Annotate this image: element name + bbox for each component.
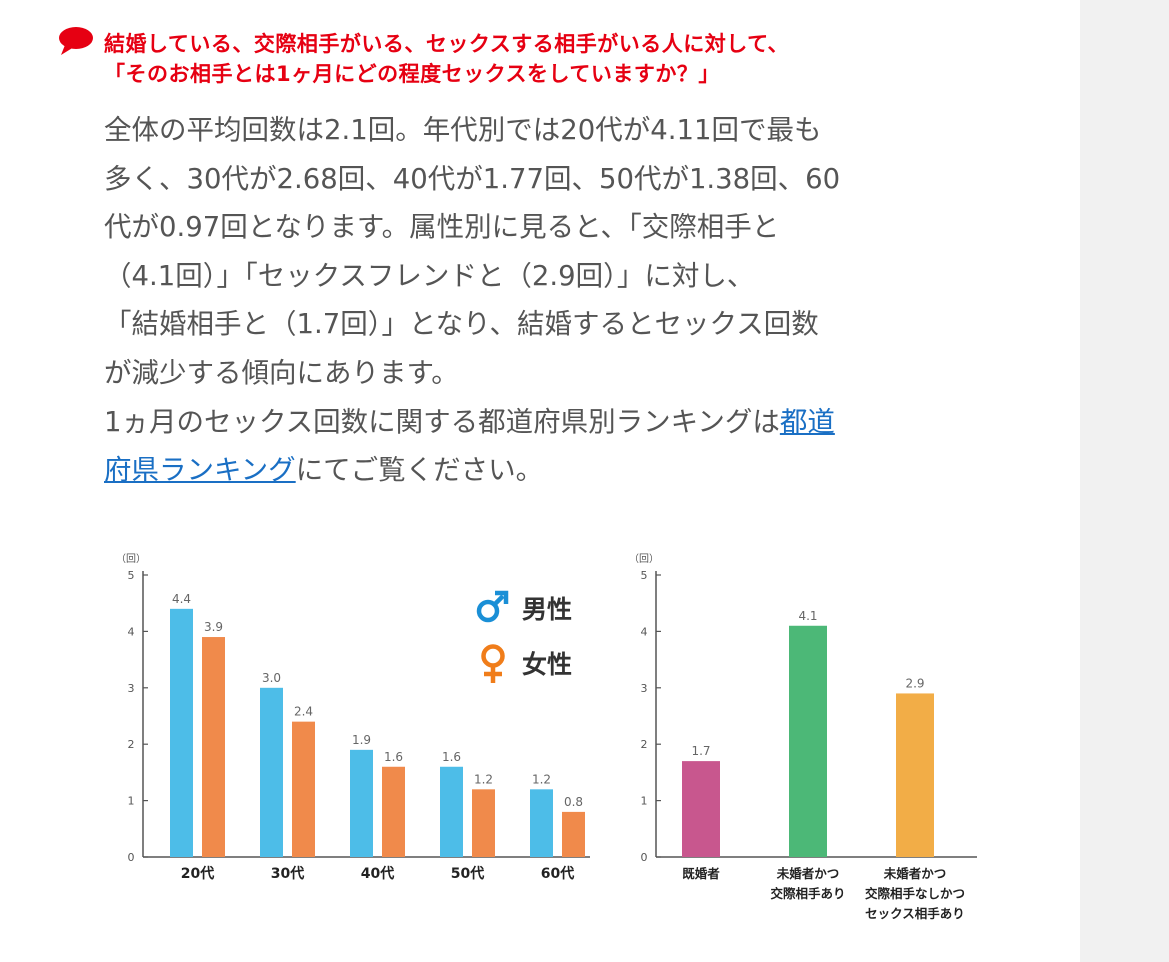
x-tick-label: 既婚者 — [682, 866, 720, 881]
charts-area: 0 1 2 3 4 5 （回） 4.4 3.9 20代 3.0 2.4 30代 1.9 1.6 40代 1.6 1… — [116, 553, 977, 921]
male-symbol-circle — [476, 599, 500, 623]
legend-label-female: 女性 — [522, 650, 572, 679]
heading-line-1: 結婚している、交際相手がいる、セックスする相手がいる人に対して、 — [104, 32, 790, 56]
y-tick-label: 3 — [128, 682, 135, 695]
bar-男性-50代 — [440, 766, 463, 857]
x-tick-label: 交際相手あり — [770, 886, 845, 901]
bar-value-label: 3.0 — [262, 671, 281, 685]
text-line: 代が0.97回となります。属性別に見ると、「交際相手と — [104, 211, 780, 244]
y-tick-label: 3 — [641, 682, 648, 695]
y-tick-label: 1 — [128, 795, 135, 808]
bar-女性-60代 — [562, 811, 585, 857]
text-line: 1ヵ月のセックス回数に関する都道府県別ランキングは — [104, 405, 780, 438]
text-line: 全体の平均回数は2.1回。年代別では20代が4.11回で最も — [104, 114, 822, 146]
bar-既婚者 — [682, 761, 720, 857]
bar-value-label: 4.4 — [172, 592, 191, 606]
bar-女性-50代 — [472, 789, 495, 857]
heading-line-2: 「そのお相手とは1ヶ月にどの程度セックスをしていますか？」 — [104, 62, 720, 86]
bar-value-label: 3.9 — [204, 620, 223, 634]
x-tick-label-30代: 30代 — [271, 865, 304, 882]
bar-男性-20代 — [170, 608, 193, 857]
x-tick-label-40代: 40代 — [361, 865, 394, 882]
bar-女性-40代 — [382, 766, 405, 857]
article-body: 全体の平均回数は2.1回。年代別では20代が4.11回で最も 多く、30代が2.… — [104, 106, 1004, 495]
bar-女性-20代 — [202, 637, 225, 857]
y-tick-label: 4 — [128, 625, 135, 638]
link-text-part-1[interactable]: 都道 — [779, 405, 835, 438]
x-tick-label-50代: 50代 — [451, 865, 484, 882]
x-tick-label-60代: 60代 — [541, 865, 574, 882]
y-tick-label: 4 — [641, 625, 648, 638]
y-unit-label: （回） — [629, 553, 659, 565]
bar-value-label: 1.2 — [474, 772, 493, 786]
legend-label-male: 男性 — [522, 595, 572, 624]
bar-女性-30代 — [292, 721, 315, 857]
bar-未婚者かつ交際相手あり — [789, 625, 827, 857]
link-text-part-2[interactable]: 府県ランキング — [104, 454, 296, 487]
text-line: （4.1回）」「セックスフレンドと（2.9回）」に対し、 — [104, 259, 755, 292]
speech-bubble-icon — [59, 27, 93, 55]
y-tick-label: 5 — [641, 569, 648, 582]
female-symbol-circle — [481, 644, 505, 668]
age-group-bar-chart: 0 1 2 3 4 5 （回） 4.4 3.9 20代 3.0 2.4 30代 1.9 1.6 40代 1.6 1… — [116, 553, 590, 882]
text-line: が減少する傾向にあります。 — [104, 356, 459, 389]
text-line: 多く、30代が2.68回、40代が1.77回、50代が1.38回、60 — [104, 162, 841, 195]
bar-value-label: 1.7 — [691, 744, 710, 758]
x-tick-label: 交際相手なしかつ — [865, 886, 965, 901]
y-tick-label: 0 — [641, 851, 648, 864]
text-line: にてご覧ください。 — [295, 454, 544, 487]
bar-男性-40代 — [350, 749, 373, 857]
male-symbol-arrow-head — [495, 590, 509, 604]
male-symbol-arrow-shaft — [492, 594, 505, 607]
paragraph-1: 全体の平均回数は2.1回。年代別では20代が4.11回で最も 多く、30代が2.… — [104, 106, 1004, 398]
female-symbol-icon — [481, 644, 505, 683]
bar-value-label: 2.4 — [294, 705, 313, 719]
y-tick-label: 0 — [128, 851, 135, 864]
bar-value-label: 2.9 — [905, 676, 924, 690]
x-tick-label: 未婚者かつ — [883, 866, 947, 881]
paragraph-2: 1ヵ月のセックス回数に関する都道府県別ランキングは都道府県ランキングにてご覧くだ… — [104, 398, 1004, 495]
bar-value-label: 1.9 — [352, 733, 371, 747]
y-tick-label: 5 — [128, 569, 135, 582]
bar-value-label: 0.8 — [564, 795, 583, 809]
bar-value-label: 1.6 — [442, 750, 461, 764]
x-tick-label-20代: 20代 — [181, 865, 214, 882]
y-tick-label: 1 — [641, 795, 648, 808]
y-unit-label: （回） — [116, 553, 146, 565]
x-tick-label: 未婚者かつ — [776, 866, 840, 881]
bar-男性-30代 — [260, 687, 283, 857]
bar-value-label: 1.6 — [384, 750, 403, 764]
prefecture-ranking-link[interactable]: 都道府県ランキング — [104, 406, 835, 487]
x-tick-label: セックス相手あり — [865, 906, 965, 921]
bar-未婚者かつ交際相手なしかつセックス相手あり — [896, 693, 934, 857]
bar-value-label: 4.1 — [798, 609, 817, 623]
bar-男性-60代 — [530, 789, 553, 857]
y-tick-label: 2 — [641, 738, 648, 751]
male-symbol-icon — [476, 590, 509, 623]
text-line: 「結婚相手と（1.7回）」となり、結婚するとセックス回数 — [104, 308, 819, 341]
y-tick-label: 2 — [128, 738, 135, 751]
bar-value-label: 1.2 — [532, 772, 551, 786]
